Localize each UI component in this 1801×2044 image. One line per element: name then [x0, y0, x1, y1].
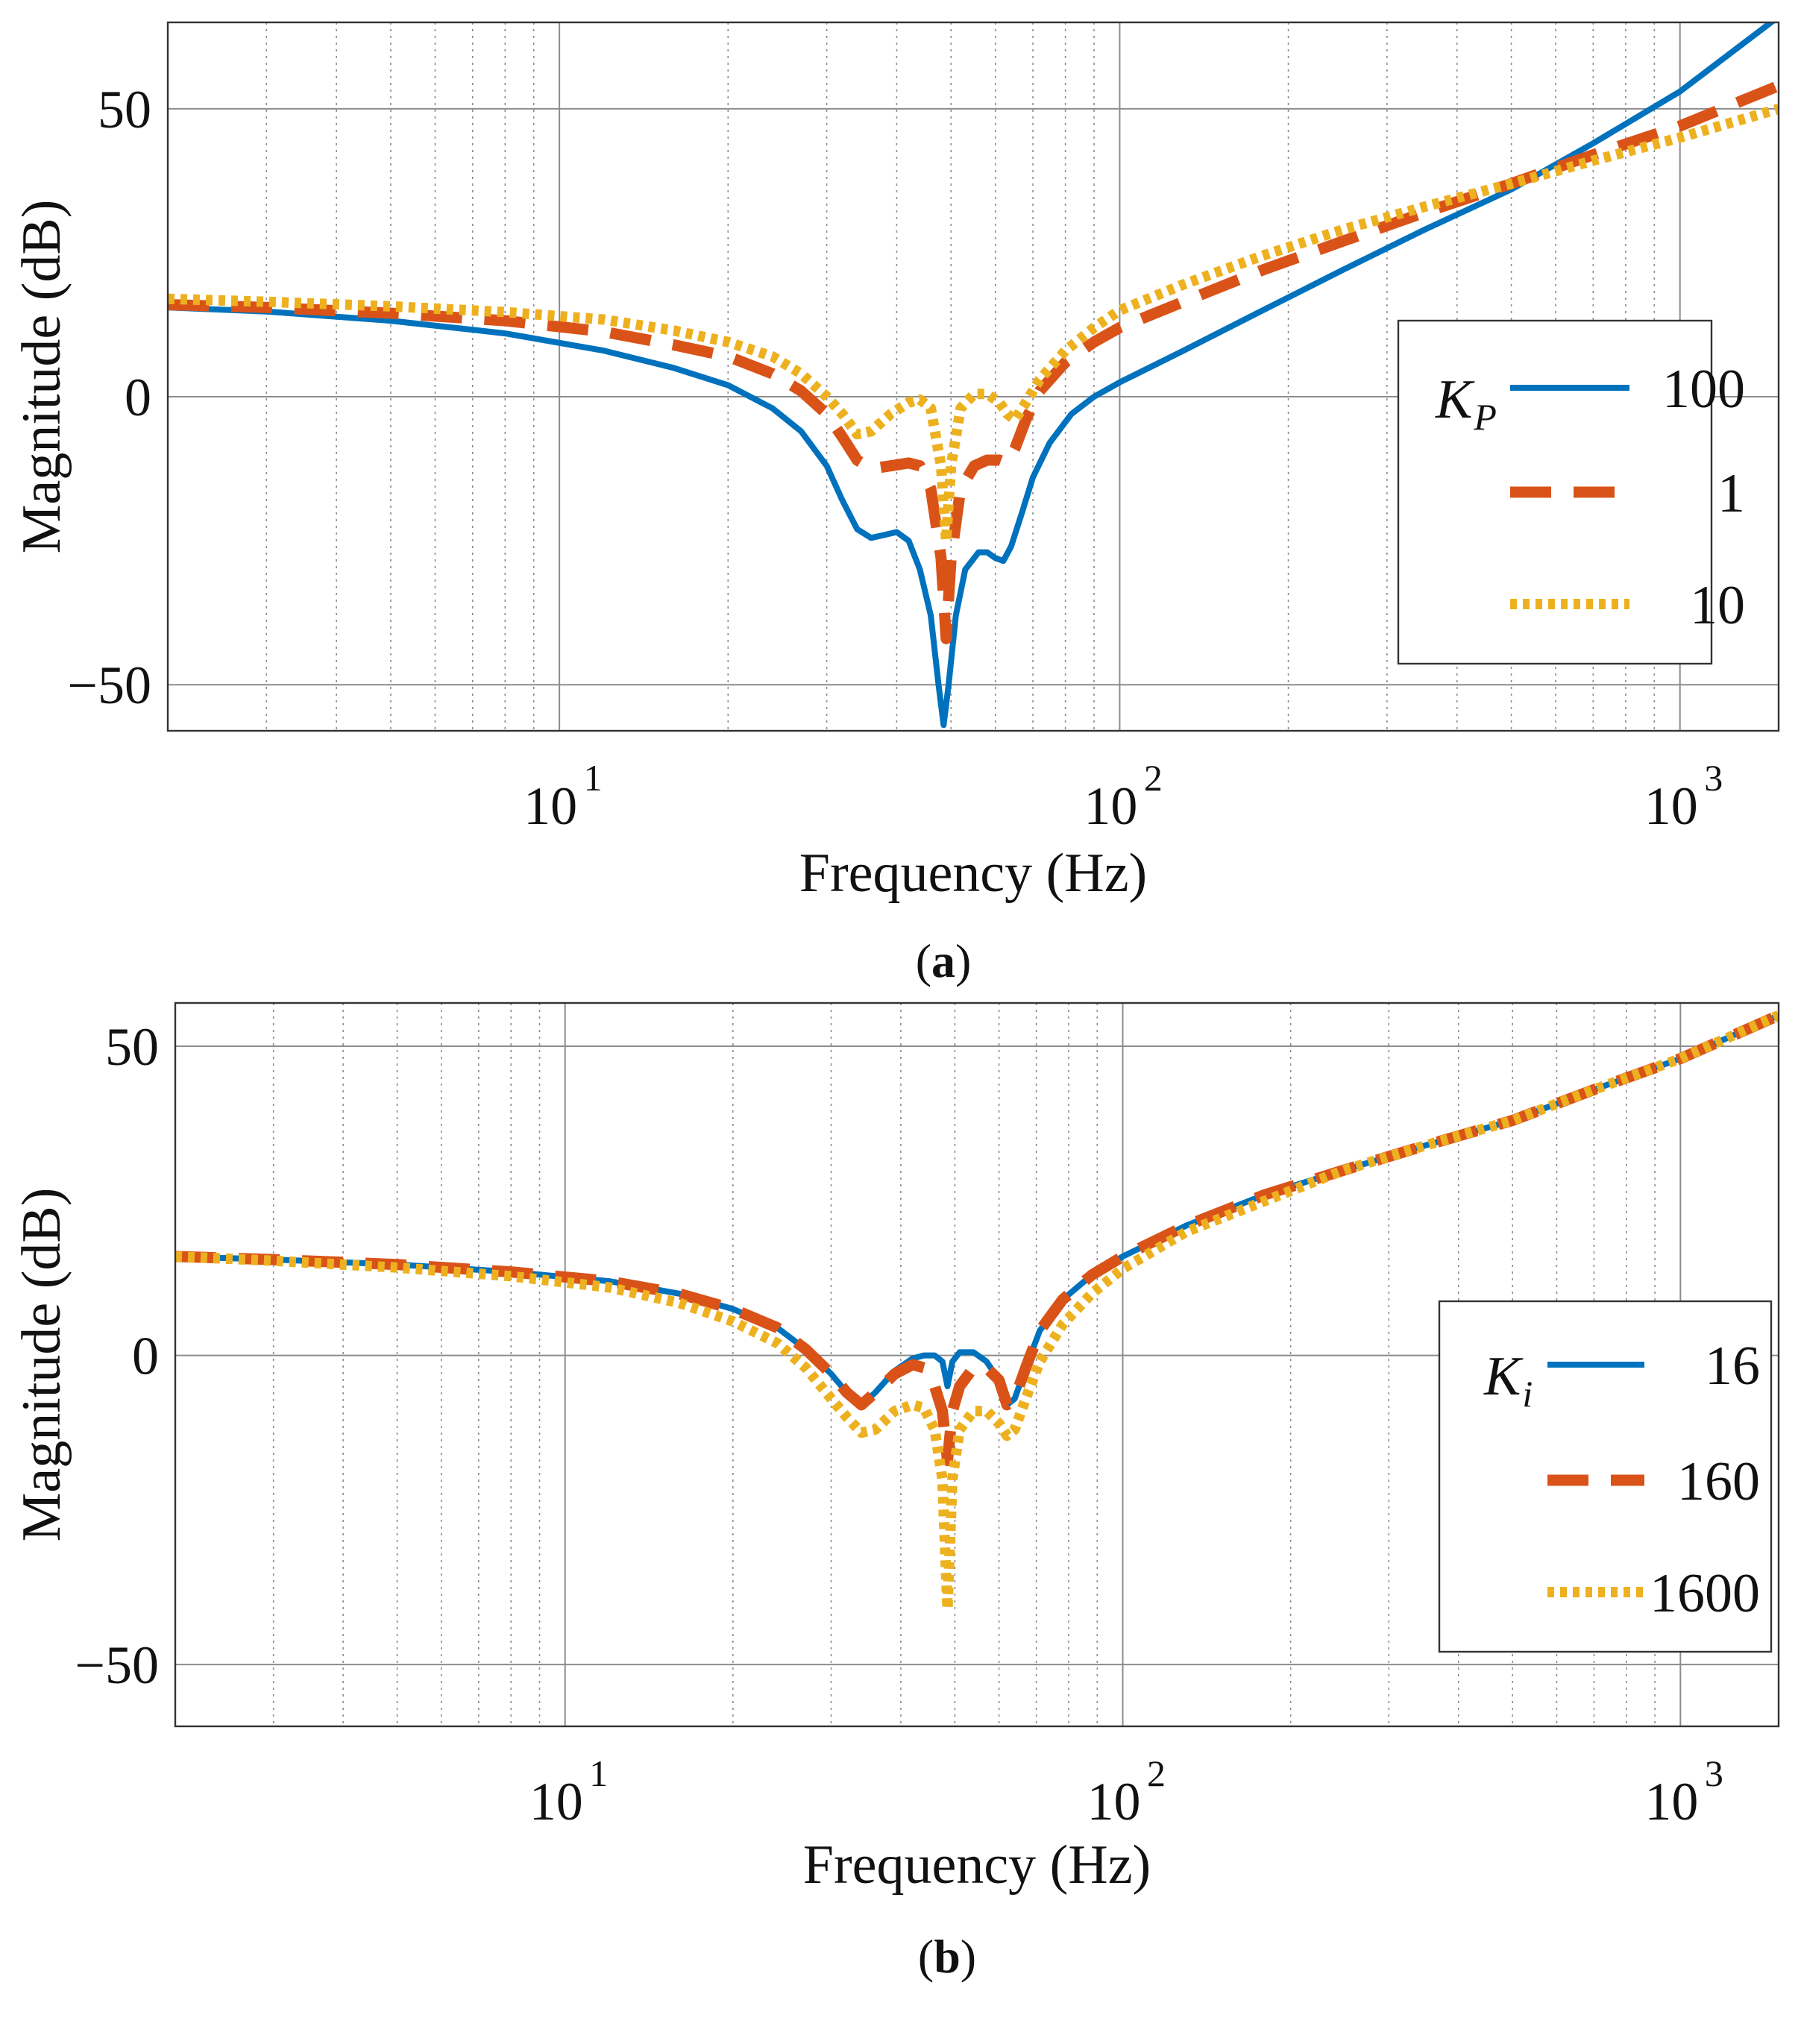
plot-frame [166, 21, 1780, 732]
y-axis-label: Magnitude (dB) [11, 1188, 72, 1542]
x-tick-base: 10 [524, 776, 577, 836]
x-tick-base: 10 [1644, 776, 1698, 836]
legend-title: KP [1435, 369, 1497, 438]
series-line-1 [168, 81, 1779, 644]
plot-frame [174, 1001, 1780, 1728]
x-axis-label: Frequency (Hz) [799, 843, 1147, 904]
legend-label-10: 10 [1690, 575, 1745, 636]
series-group [168, 22, 1779, 729]
panel-caption: (a) [916, 934, 972, 987]
legend: Ki 16 160 1600 [1438, 1300, 1773, 1653]
x-tick-exponent: 1 [589, 1752, 608, 1794]
y-tick-label: 0 [125, 368, 151, 427]
x-tick-label: 10 2 [1087, 1752, 1166, 1831]
legend-label-16: 16 [1705, 1336, 1760, 1397]
legend-label-1600: 1600 [1650, 1563, 1760, 1624]
series-line-100 [168, 22, 1776, 729]
x-tick-base: 10 [1084, 776, 1137, 836]
x-axis-label: Frequency (Hz) [803, 1834, 1151, 1896]
legend-label-160: 160 [1677, 1451, 1760, 1512]
x-tick-exponent: 2 [1147, 1752, 1166, 1794]
series-line-160 [175, 1010, 1779, 1466]
y-tick-label: −50 [67, 655, 151, 715]
legend-title: Ki [1483, 1346, 1533, 1415]
series-line-1600 [175, 1010, 1779, 1614]
legend-label-100: 100 [1662, 359, 1745, 420]
x-tick-label: 10 3 [1644, 757, 1723, 836]
series-group [175, 1010, 1779, 1614]
x-tick-base: 10 [1644, 1772, 1698, 1831]
x-tick-exponent: 2 [1144, 757, 1163, 799]
y-tick-label: 50 [98, 80, 151, 139]
x-tick-label: 10 1 [524, 757, 603, 836]
x-tick-base: 10 [529, 1772, 583, 1831]
x-tick-base: 10 [1087, 1772, 1141, 1831]
legend-label-1: 1 [1717, 463, 1745, 524]
x-tick-exponent: 1 [584, 757, 603, 799]
y-tick-label: −50 [75, 1635, 159, 1695]
x-tick-label: 10 2 [1084, 757, 1163, 836]
x-tick-label: 10 3 [1644, 1752, 1723, 1831]
y-tick-label: 0 [132, 1327, 159, 1386]
x-tick-exponent: 3 [1705, 1752, 1723, 1794]
legend: KP 100 1 10 [1397, 319, 1745, 665]
y-tick-label: 50 [105, 1017, 159, 1077]
x-tick-label: 10 1 [529, 1752, 609, 1831]
legend-box [1438, 1300, 1773, 1653]
panel-caption: (b) [918, 1930, 976, 1983]
x-tick-exponent: 3 [1704, 757, 1723, 799]
y-axis-label: Magnitude (dB) [11, 200, 72, 554]
